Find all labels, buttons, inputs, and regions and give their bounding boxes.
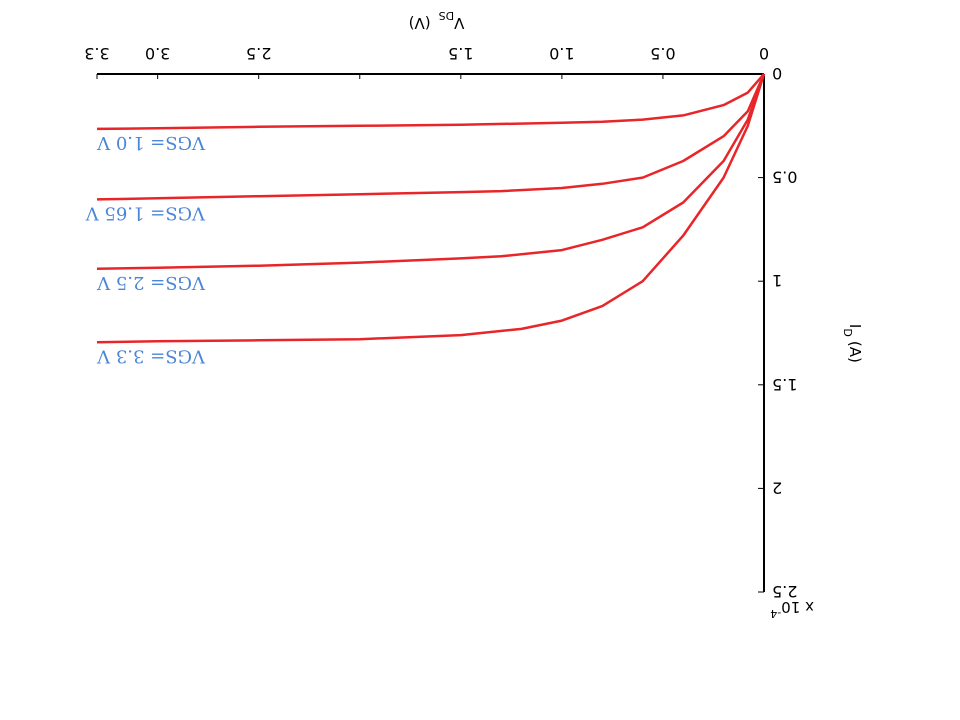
series-line-1 <box>96 73 765 131</box>
series-annotation-3: VGS= 2.5 V <box>96 272 206 293</box>
y-tick-label: 1 <box>772 271 782 290</box>
curves-layer <box>96 73 766 344</box>
x-tick-label: 1.0 <box>549 44 574 63</box>
x-tick-label: 1.5 <box>448 44 473 63</box>
x-axis-title: VDS(V) <box>409 9 465 32</box>
x-tick-label: 3.3 <box>84 44 109 63</box>
series-annotation-1: VGS= 1.0 V <box>96 132 206 153</box>
series-annotation-2: VGS= 1.65 V <box>85 202 206 223</box>
x-tick-label: 2.5 <box>246 44 271 63</box>
x-tick-label: 0 <box>759 44 769 63</box>
y-tick-label: 2.5 <box>772 582 797 601</box>
y-tick-label: 1.5 <box>772 375 797 394</box>
y-axis-title: ID(A) <box>841 324 864 363</box>
series-line-4 <box>96 73 766 344</box>
series-annotation-4: VGS= 3.3 V <box>96 345 206 366</box>
x-tick-label: 3.0 <box>145 44 170 63</box>
x-tick-label: 0.5 <box>650 44 675 63</box>
labels-layer: 0 0.5 1.0 1.5 2.5 3.0 3.3 0 0.5 1 1.5 2 2.5 VDS(V) ID(… <box>84 9 864 620</box>
axes-layer <box>96 73 765 593</box>
y-tick-label: 2 <box>772 478 782 497</box>
series-line-2 <box>96 73 766 201</box>
y-tick-label: 0 <box>772 64 782 83</box>
y-tick-label: 0.5 <box>772 168 797 187</box>
y-exponent-label: x 10-4 <box>770 598 814 620</box>
series-line-3 <box>96 73 766 271</box>
